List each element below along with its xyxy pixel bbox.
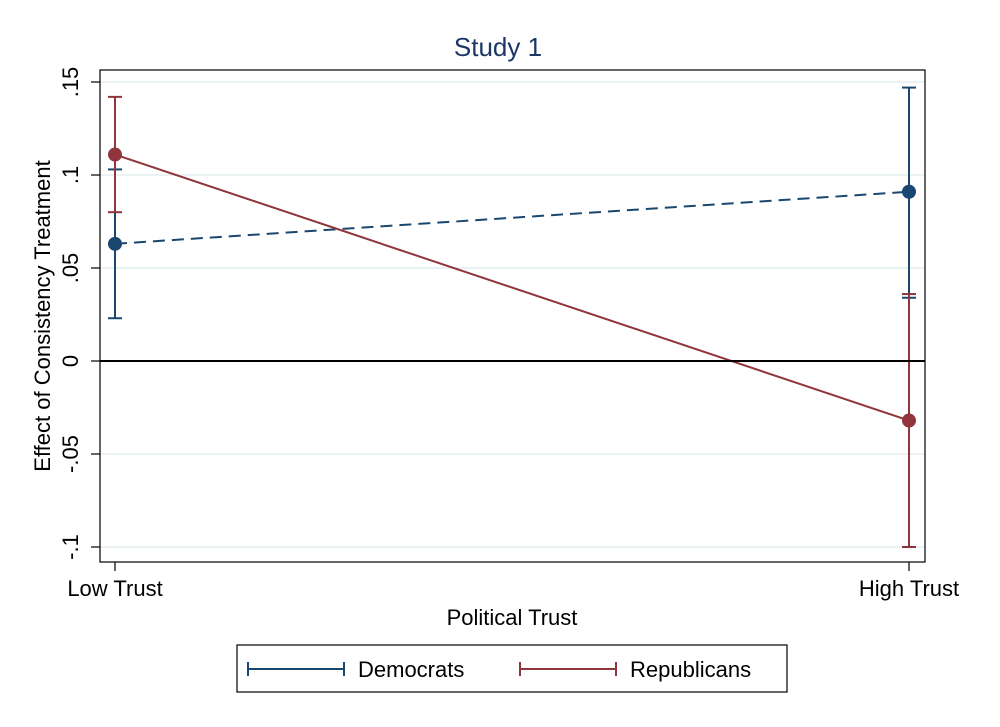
y-tick-label: -.05: [58, 435, 83, 473]
x-tick-label: High Trust: [859, 576, 959, 601]
y-tick-label: .05: [58, 253, 83, 284]
plot-series: [108, 86, 916, 548]
plot-grid: [100, 81, 925, 548]
x-axis-title: Political Trust: [447, 605, 578, 630]
y-tick-label: .15: [58, 67, 83, 98]
x-tick-label: Low Trust: [67, 576, 162, 601]
chart-title: Study 1: [454, 32, 542, 62]
y-tick-label: -.1: [58, 534, 83, 560]
data-point: [902, 413, 916, 428]
data-point: [902, 184, 916, 199]
y-tick-label: 0: [58, 355, 83, 367]
legend-label: Republicans: [630, 657, 751, 682]
legend: Democrats Republicans: [236, 644, 788, 693]
data-point: [108, 236, 122, 251]
data-point: [108, 147, 122, 162]
plot-axes: .15 .1 .05 0 -.05 -.1 Low Trust High Trust: [58, 67, 959, 601]
series-republicans: [108, 95, 916, 548]
plot-border: [99, 69, 926, 563]
y-tick-label: .1: [58, 166, 83, 184]
y-axis-title: Effect of Consistency Treatment: [30, 160, 55, 471]
series-line: [114, 153, 910, 422]
legend-label: Democrats: [358, 657, 464, 682]
